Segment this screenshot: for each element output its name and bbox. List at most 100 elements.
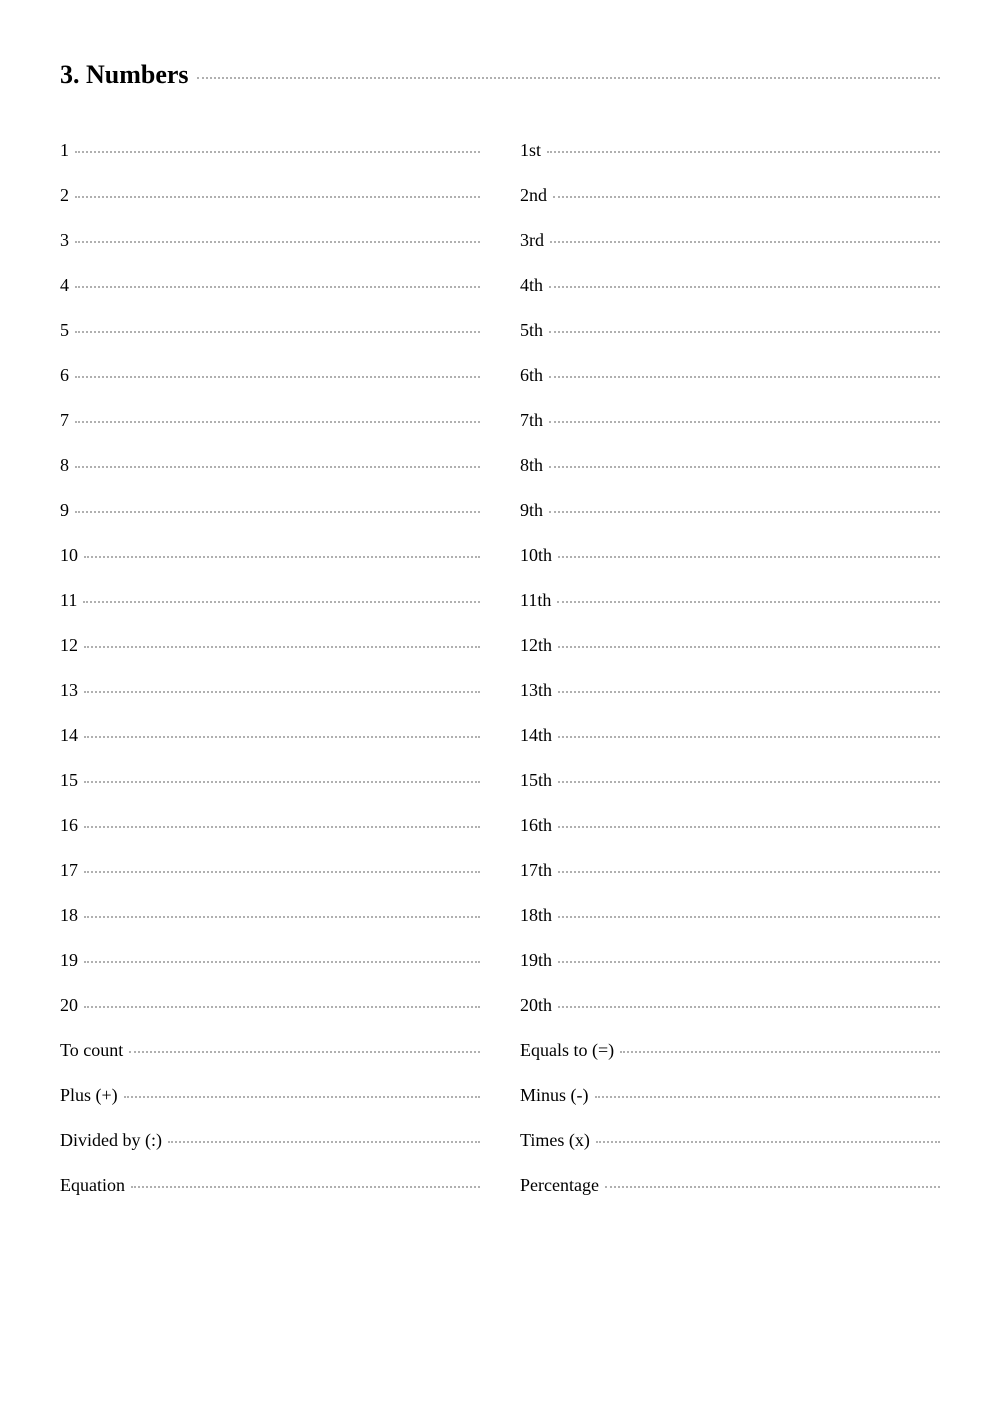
entry-label: 9 (60, 500, 75, 521)
entry-label: 3 (60, 230, 75, 251)
entry-row: 4th (520, 275, 940, 296)
entry-dotted-line (558, 646, 940, 648)
entry-label: 3rd (520, 230, 550, 251)
entry-label: 11 (60, 590, 83, 611)
entry-dotted-line (129, 1051, 480, 1053)
entry-dotted-line (550, 241, 940, 243)
entry-row: 10th (520, 545, 940, 566)
entry-dotted-line (131, 1186, 480, 1188)
entry-row: Divided by (:) (60, 1130, 480, 1151)
entry-label: Equation (60, 1175, 131, 1196)
entry-dotted-line (558, 1006, 940, 1008)
left-column: 1234567891011121314151617181920To countP… (60, 140, 480, 1220)
entry-label: 5 (60, 320, 75, 341)
entry-label: 17 (60, 860, 84, 881)
entry-row: 5 (60, 320, 480, 341)
entry-dotted-line (605, 1186, 940, 1188)
entry-dotted-line (558, 916, 940, 918)
entry-dotted-line (595, 1096, 941, 1098)
entry-label: 6th (520, 365, 549, 386)
entry-label: Times (x) (520, 1130, 596, 1151)
right-column: 1st2nd3rd4th5th6th7th8th9th10th11th12th1… (520, 140, 940, 1220)
entry-row: 12th (520, 635, 940, 656)
entry-dotted-line (84, 871, 480, 873)
entry-dotted-line (549, 466, 940, 468)
entry-label: 8 (60, 455, 75, 476)
entry-row: 1st (520, 140, 940, 161)
entry-row: Times (x) (520, 1130, 940, 1151)
entry-row: 14 (60, 725, 480, 746)
entry-label: 18 (60, 905, 84, 926)
entry-label: 17th (520, 860, 558, 881)
entry-row: Equation (60, 1175, 480, 1196)
entry-row: 15 (60, 770, 480, 791)
entry-label: 7 (60, 410, 75, 431)
entry-label: 6 (60, 365, 75, 386)
entry-dotted-line (553, 196, 940, 198)
entry-dotted-line (84, 916, 480, 918)
entry-row: 2 (60, 185, 480, 206)
entry-dotted-line (549, 421, 940, 423)
entry-row: 8 (60, 455, 480, 476)
entry-dotted-line (168, 1141, 480, 1143)
entry-dotted-line (558, 826, 940, 828)
entry-dotted-line (596, 1141, 940, 1143)
entry-label: 15 (60, 770, 84, 791)
entry-row: 15th (520, 770, 940, 791)
entry-dotted-line (557, 601, 940, 603)
entry-label: 1 (60, 140, 75, 161)
entry-label: 12 (60, 635, 84, 656)
entry-row: 18th (520, 905, 940, 926)
entry-dotted-line (558, 871, 940, 873)
entry-dotted-line (620, 1051, 940, 1053)
entry-label: 2 (60, 185, 75, 206)
entry-label: 14 (60, 725, 84, 746)
entry-row: To count (60, 1040, 480, 1061)
entry-dotted-line (75, 376, 480, 378)
entry-label: 9th (520, 500, 549, 521)
entry-dotted-line (84, 826, 480, 828)
entry-label: 10th (520, 545, 558, 566)
section-heading-row: 3. Numbers (60, 60, 940, 90)
entry-label: 18th (520, 905, 558, 926)
entry-dotted-line (84, 556, 480, 558)
entry-row: 13th (520, 680, 940, 701)
entry-row: 3 (60, 230, 480, 251)
entry-dotted-line (558, 556, 940, 558)
entry-label: Equals to (=) (520, 1040, 620, 1061)
entry-label: 13th (520, 680, 558, 701)
entry-row: 9 (60, 500, 480, 521)
entry-dotted-line (75, 331, 480, 333)
entry-row: 10 (60, 545, 480, 566)
entry-row: 16th (520, 815, 940, 836)
entry-row: 3rd (520, 230, 940, 251)
entry-row: 16 (60, 815, 480, 836)
entry-row: 11th (520, 590, 940, 611)
entry-dotted-line (549, 331, 940, 333)
entry-dotted-line (83, 601, 480, 603)
entry-row: 7 (60, 410, 480, 431)
entry-label: 7th (520, 410, 549, 431)
entry-dotted-line (549, 376, 940, 378)
entry-dotted-line (75, 511, 480, 513)
entry-label: 19 (60, 950, 84, 971)
entry-label: 16th (520, 815, 558, 836)
entry-label: 16 (60, 815, 84, 836)
entry-label: 8th (520, 455, 549, 476)
entry-row: 9th (520, 500, 940, 521)
entry-row: 6 (60, 365, 480, 386)
entry-row: 4 (60, 275, 480, 296)
entry-row: Equals to (=) (520, 1040, 940, 1061)
entry-dotted-line (75, 151, 480, 153)
entry-dotted-line (558, 691, 940, 693)
columns-container: 1234567891011121314151617181920To countP… (60, 140, 940, 1220)
entry-label: 20th (520, 995, 558, 1016)
entry-dotted-line (124, 1096, 480, 1098)
entry-label: Percentage (520, 1175, 605, 1196)
entry-row: 19th (520, 950, 940, 971)
entry-dotted-line (84, 646, 480, 648)
entry-dotted-line (84, 781, 480, 783)
entry-label: 4 (60, 275, 75, 296)
entry-label: 4th (520, 275, 549, 296)
entry-dotted-line (84, 961, 480, 963)
